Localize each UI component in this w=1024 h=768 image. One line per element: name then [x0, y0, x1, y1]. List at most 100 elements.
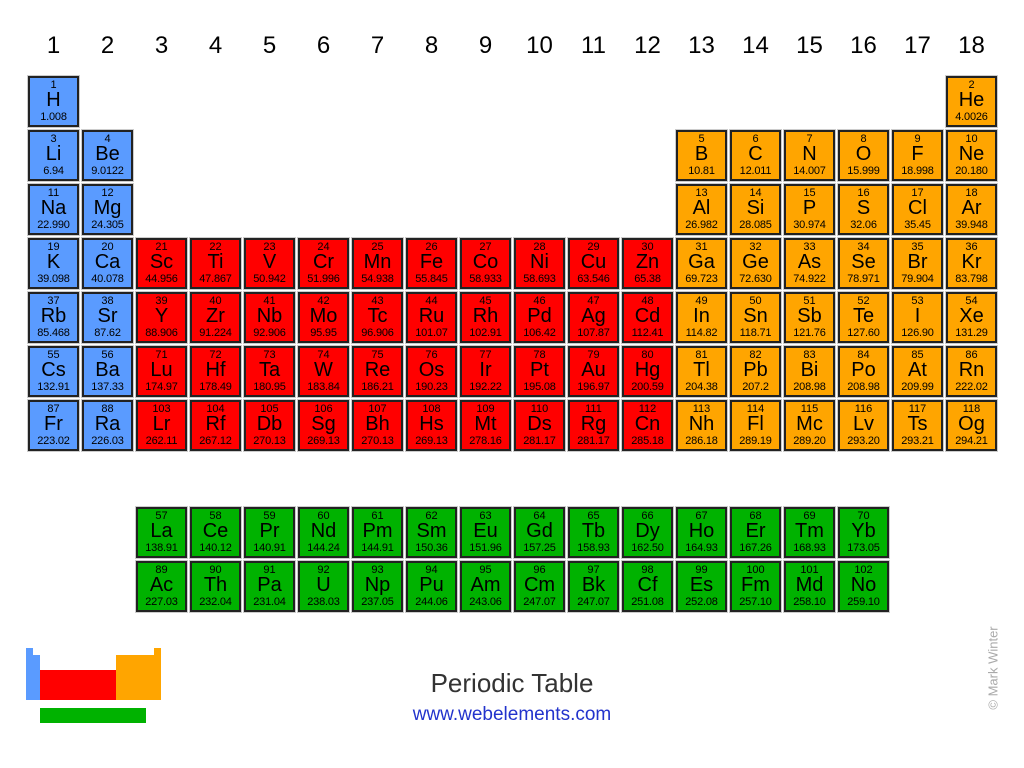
element-cell-og[interactable]: 118 Og 294.21 — [945, 399, 998, 452]
element-cell-zn[interactable]: 30 Zn 65.38 — [621, 237, 674, 290]
element-cell-lr[interactable]: 103 Lr 262.11 — [135, 399, 188, 452]
element-cell-cm[interactable]: 96 Cm 247.07 — [513, 560, 566, 613]
element-cell-fr[interactable]: 87 Fr 223.02 — [27, 399, 80, 452]
element-cell-rn[interactable]: 86 Rn 222.02 — [945, 345, 998, 398]
element-cell-nh[interactable]: 113 Nh 286.18 — [675, 399, 728, 452]
element-cell-la[interactable]: 57 La 138.91 — [135, 506, 188, 559]
element-cell-rg[interactable]: 111 Rg 281.17 — [567, 399, 620, 452]
element-cell-o[interactable]: 8 O 15.999 — [837, 129, 890, 182]
element-cell-pt[interactable]: 78 Pt 195.08 — [513, 345, 566, 398]
element-cell-ge[interactable]: 32 Ge 72.630 — [729, 237, 782, 290]
element-cell-th[interactable]: 90 Th 232.04 — [189, 560, 242, 613]
element-cell-lu[interactable]: 71 Lu 174.97 — [135, 345, 188, 398]
element-cell-tc[interactable]: 43 Tc 96.906 — [351, 291, 404, 344]
element-cell-se[interactable]: 34 Se 78.971 — [837, 237, 890, 290]
element-cell-sc[interactable]: 21 Sc 44.956 — [135, 237, 188, 290]
website-link[interactable]: www.webelements.com — [412, 704, 612, 725]
element-cell-ds[interactable]: 110 Ds 281.17 — [513, 399, 566, 452]
element-cell-rb[interactable]: 37 Rb 85.468 — [27, 291, 80, 344]
element-cell-gd[interactable]: 64 Gd 157.25 — [513, 506, 566, 559]
element-cell-s[interactable]: 16 S 32.06 — [837, 183, 890, 236]
element-cell-sr[interactable]: 38 Sr 87.62 — [81, 291, 134, 344]
element-cell-lv[interactable]: 116 Lv 293.20 — [837, 399, 890, 452]
element-cell-hg[interactable]: 80 Hg 200.59 — [621, 345, 674, 398]
element-cell-fl[interactable]: 114 Fl 289.19 — [729, 399, 782, 452]
element-cell-cs[interactable]: 55 Cs 132.91 — [27, 345, 80, 398]
element-cell-rh[interactable]: 45 Rh 102.91 — [459, 291, 512, 344]
element-cell-al[interactable]: 13 Al 26.982 — [675, 183, 728, 236]
element-cell-w[interactable]: 74 W 183.84 — [297, 345, 350, 398]
element-cell-i[interactable]: 53 I 126.90 — [891, 291, 944, 344]
element-cell-f[interactable]: 9 F 18.998 — [891, 129, 944, 182]
element-cell-p[interactable]: 15 P 30.974 — [783, 183, 836, 236]
element-cell-ag[interactable]: 47 Ag 107.87 — [567, 291, 620, 344]
element-cell-re[interactable]: 75 Re 186.21 — [351, 345, 404, 398]
element-cell-kr[interactable]: 36 Kr 83.798 — [945, 237, 998, 290]
element-cell-cl[interactable]: 17 Cl 35.45 — [891, 183, 944, 236]
element-cell-bk[interactable]: 97 Bk 247.07 — [567, 560, 620, 613]
element-cell-ac[interactable]: 89 Ac 227.03 — [135, 560, 188, 613]
element-cell-ta[interactable]: 73 Ta 180.95 — [243, 345, 296, 398]
element-cell-mg[interactable]: 12 Mg 24.305 — [81, 183, 134, 236]
element-cell-ga[interactable]: 31 Ga 69.723 — [675, 237, 728, 290]
element-cell-hs[interactable]: 108 Hs 269.13 — [405, 399, 458, 452]
element-cell-ti[interactable]: 22 Ti 47.867 — [189, 237, 242, 290]
element-cell-cu[interactable]: 29 Cu 63.546 — [567, 237, 620, 290]
element-cell-no[interactable]: 102 No 259.10 — [837, 560, 890, 613]
element-cell-ca[interactable]: 20 Ca 40.078 — [81, 237, 134, 290]
element-cell-in[interactable]: 49 In 114.82 — [675, 291, 728, 344]
element-cell-eu[interactable]: 63 Eu 151.96 — [459, 506, 512, 559]
element-cell-dy[interactable]: 66 Dy 162.50 — [621, 506, 674, 559]
element-cell-h[interactable]: 1 H 1.008 — [27, 75, 80, 128]
element-cell-n[interactable]: 7 N 14.007 — [783, 129, 836, 182]
element-cell-mn[interactable]: 25 Mn 54.938 — [351, 237, 404, 290]
element-cell-xe[interactable]: 54 Xe 131.29 — [945, 291, 998, 344]
element-cell-he[interactable]: 2 He 4.0026 — [945, 75, 998, 128]
element-cell-y[interactable]: 39 Y 88.906 — [135, 291, 188, 344]
element-cell-ce[interactable]: 58 Ce 140.12 — [189, 506, 242, 559]
element-cell-si[interactable]: 14 Si 28.085 — [729, 183, 782, 236]
element-cell-cf[interactable]: 98 Cf 251.08 — [621, 560, 674, 613]
element-cell-er[interactable]: 68 Er 167.26 — [729, 506, 782, 559]
element-cell-nd[interactable]: 60 Nd 144.24 — [297, 506, 350, 559]
element-cell-ne[interactable]: 10 Ne 20.180 — [945, 129, 998, 182]
element-cell-v[interactable]: 23 V 50.942 — [243, 237, 296, 290]
element-cell-ir[interactable]: 77 Ir 192.22 — [459, 345, 512, 398]
element-cell-np[interactable]: 93 Np 237.05 — [351, 560, 404, 613]
element-cell-os[interactable]: 76 Os 190.23 — [405, 345, 458, 398]
element-cell-yb[interactable]: 70 Yb 173.05 — [837, 506, 890, 559]
element-cell-at[interactable]: 85 At 209.99 — [891, 345, 944, 398]
element-cell-tl[interactable]: 81 Tl 204.38 — [675, 345, 728, 398]
element-cell-ba[interactable]: 56 Ba 137.33 — [81, 345, 134, 398]
element-cell-ni[interactable]: 28 Ni 58.693 — [513, 237, 566, 290]
element-cell-br[interactable]: 35 Br 79.904 — [891, 237, 944, 290]
element-cell-ts[interactable]: 117 Ts 293.21 — [891, 399, 944, 452]
element-cell-tb[interactable]: 65 Tb 158.93 — [567, 506, 620, 559]
element-cell-sb[interactable]: 51 Sb 121.76 — [783, 291, 836, 344]
element-cell-md[interactable]: 101 Md 258.10 — [783, 560, 836, 613]
element-cell-as[interactable]: 33 As 74.922 — [783, 237, 836, 290]
element-cell-pr[interactable]: 59 Pr 140.91 — [243, 506, 296, 559]
element-cell-db[interactable]: 105 Db 270.13 — [243, 399, 296, 452]
element-cell-mo[interactable]: 42 Mo 95.95 — [297, 291, 350, 344]
element-cell-po[interactable]: 84 Po 208.98 — [837, 345, 890, 398]
element-cell-am[interactable]: 95 Am 243.06 — [459, 560, 512, 613]
element-cell-c[interactable]: 6 C 12.011 — [729, 129, 782, 182]
element-cell-sm[interactable]: 62 Sm 150.36 — [405, 506, 458, 559]
element-cell-tm[interactable]: 69 Tm 168.93 — [783, 506, 836, 559]
element-cell-sg[interactable]: 106 Sg 269.13 — [297, 399, 350, 452]
element-cell-ho[interactable]: 67 Ho 164.93 — [675, 506, 728, 559]
element-cell-fm[interactable]: 100 Fm 257.10 — [729, 560, 782, 613]
element-cell-es[interactable]: 99 Es 252.08 — [675, 560, 728, 613]
element-cell-na[interactable]: 11 Na 22.990 — [27, 183, 80, 236]
element-cell-sn[interactable]: 50 Sn 118.71 — [729, 291, 782, 344]
element-cell-bi[interactable]: 83 Bi 208.98 — [783, 345, 836, 398]
element-cell-nb[interactable]: 41 Nb 92.906 — [243, 291, 296, 344]
element-cell-fe[interactable]: 26 Fe 55.845 — [405, 237, 458, 290]
element-cell-rf[interactable]: 104 Rf 267.12 — [189, 399, 242, 452]
element-cell-u[interactable]: 92 U 238.03 — [297, 560, 350, 613]
element-cell-pd[interactable]: 46 Pd 106.42 — [513, 291, 566, 344]
element-cell-be[interactable]: 4 Be 9.0122 — [81, 129, 134, 182]
element-cell-ru[interactable]: 44 Ru 101.07 — [405, 291, 458, 344]
element-cell-ra[interactable]: 88 Ra 226.03 — [81, 399, 134, 452]
